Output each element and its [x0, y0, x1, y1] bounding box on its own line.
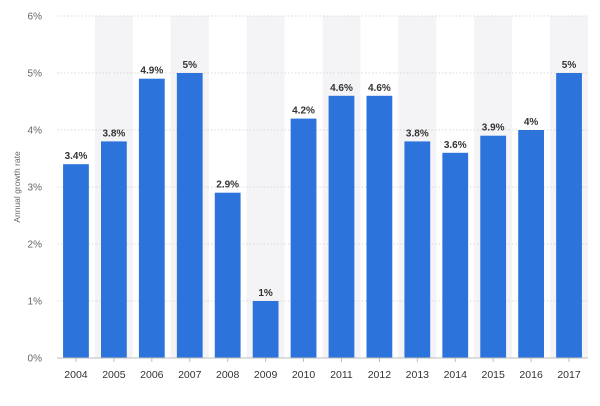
x-tick-label: 2006: [140, 369, 164, 381]
bar: [290, 118, 317, 358]
data-label: 3.4%: [65, 151, 88, 162]
data-label: 3.8%: [102, 128, 125, 139]
bar: [252, 301, 279, 358]
y-tick-label: 6%: [28, 12, 43, 23]
bar: [442, 152, 469, 358]
x-tick-label: 2013: [406, 369, 430, 381]
data-label: 1%: [258, 288, 273, 299]
x-tick-label: 2014: [444, 369, 468, 381]
y-tick-label: 3%: [28, 183, 43, 194]
bar: [556, 73, 582, 358]
x-tick-label: 2007: [178, 369, 202, 381]
x-tick-label: 2010: [292, 369, 316, 381]
x-tick-label: 2012: [368, 369, 392, 381]
y-tick-label: 1%: [28, 297, 43, 308]
data-label: 3.9%: [482, 123, 505, 134]
y-tick-label: 4%: [28, 126, 43, 137]
bar: [404, 141, 431, 358]
data-label: 2.9%: [216, 180, 239, 191]
x-tick-label: 2015: [481, 369, 505, 381]
y-tick-label: 2%: [28, 240, 43, 251]
data-label: 5%: [562, 60, 577, 71]
data-label: 5%: [183, 60, 198, 71]
x-tick-label: 2017: [557, 369, 581, 381]
x-axis: 2004 2005 2006 2007 2008 2009 2010 2011 2012 2013…: [57, 357, 588, 381]
bar: [328, 95, 355, 359]
bar: [366, 95, 393, 359]
data-label: 4.9%: [140, 66, 163, 77]
bar: [214, 192, 241, 358]
x-tick-label: 2005: [102, 369, 126, 381]
y-tick-label: 5%: [28, 69, 43, 80]
bar: [138, 78, 165, 358]
bar: [100, 141, 127, 358]
x-tick-label: 2008: [216, 369, 240, 381]
x-tick-label: 2009: [254, 369, 278, 381]
bar: [480, 135, 507, 358]
x-tick-label: 2011: [330, 369, 353, 381]
bar: [63, 164, 89, 358]
data-label: 3.6%: [444, 140, 467, 151]
data-label: 3.8%: [406, 128, 429, 139]
data-label: 4.2%: [292, 106, 315, 117]
y-axis-title: Annual growth rate: [12, 151, 22, 223]
y-tick-label: 0%: [28, 354, 43, 365]
bars: [63, 73, 582, 359]
bar: [518, 130, 545, 358]
data-label: 4.6%: [330, 83, 353, 94]
y-axis: 0% 1% 2% 3% 4% 5% 6%: [28, 12, 43, 365]
data-labels: 3.4% 3.8% 4.9% 5% 2.9% 1% 4.2% 4.6% 4.6% 3.8% 3.6%…: [65, 60, 577, 299]
data-label: 4.6%: [368, 83, 391, 94]
x-tick-label: 2004: [64, 369, 88, 381]
bar: [176, 73, 203, 358]
data-label: 4%: [524, 117, 539, 128]
x-tick-label: 2016: [519, 369, 543, 381]
